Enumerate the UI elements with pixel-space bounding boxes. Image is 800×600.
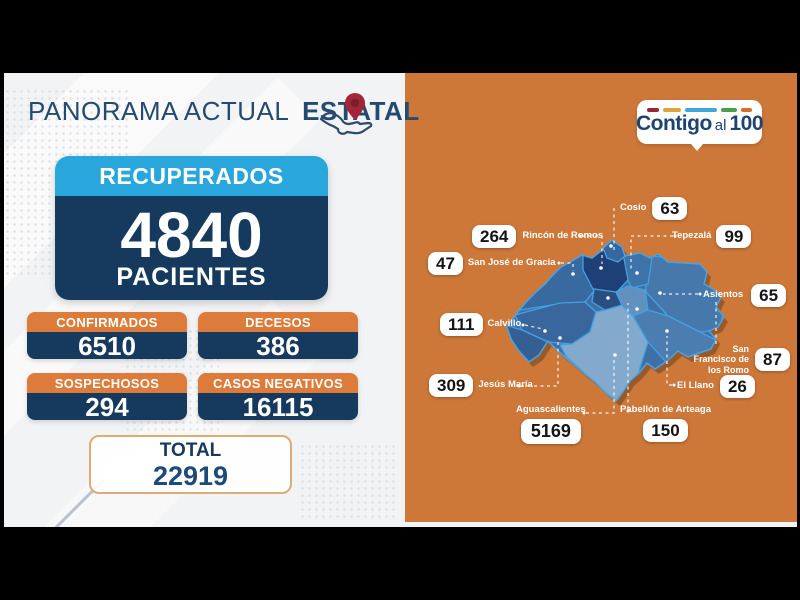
recovered-card-body: 4840 PACIENTES [55, 196, 328, 300]
logo-color-dashes-icon [647, 108, 752, 112]
stat-value: 16115 [198, 393, 358, 420]
stat-card-sospechosos: SOSPECHOSOS 294 [27, 373, 187, 420]
municipality-name: Tepezalá [672, 230, 712, 242]
municipality-name: Aguascalientes [516, 404, 586, 415]
recovered-card-header: RECUPERADOS [55, 156, 328, 196]
page-title: PANORAMA ACTUAL ESTATAL [28, 96, 420, 127]
stat-value: 294 [27, 393, 187, 420]
municipality-value-badge: 87 [755, 348, 790, 372]
municipality-value-badge: 150 [643, 418, 688, 442]
municipality-name: Calvillo [487, 318, 522, 330]
municipality-value-badge: 26 [719, 375, 755, 398]
stat-card-casos-negativos: CASOS NEGATIVOS 16115 [198, 373, 358, 420]
stat-label: CONFIRMADOS [27, 312, 187, 332]
total-label: TOTAL [159, 439, 222, 461]
logo-mid: al [714, 117, 727, 134]
map-callout-tepezala: Tepezalá 99 [672, 225, 752, 248]
municipality-value-badge: 65 [751, 284, 787, 307]
map-callout-rincon-de-romos: 264 Rincón de Romos [472, 225, 603, 248]
municipality-value-badge: 111 [440, 313, 483, 336]
map-callout-calvillo: 111 Calvillo [440, 313, 521, 336]
map-callout-pabellon-de-arteaga: Pabellón de Arteaga 150 [620, 404, 711, 442]
logo-word: Contigo [635, 112, 712, 135]
municipality-name: Cosío [620, 202, 647, 214]
logo-num: 100 [729, 112, 764, 135]
municipality-name: El Llano [677, 380, 714, 392]
map-callout-el-llano: El Llano 26 [677, 375, 755, 398]
stat-card-confirmados: CONFIRMADOS 6510 [27, 312, 187, 359]
municipality-name: Rincón de Romos [522, 230, 604, 242]
stat-grid: CONFIRMADOS 6510 DECESOS 386 SOSPECHOSOS… [27, 312, 358, 420]
stat-label: DECESOS [198, 312, 358, 332]
municipality-value-badge: 47 [428, 252, 463, 275]
municipality-name: Pabellón de Arteaga [620, 404, 711, 415]
municipality-name: San Francisco de los Romo [693, 344, 749, 375]
logo-text: Contigo al 100 [635, 112, 764, 136]
stat-label: SOSPECHOSOS [27, 373, 187, 393]
municipality-value-badge: 309 [429, 374, 474, 397]
map-callout-jesus-maria: 309 Jesús María [429, 374, 533, 397]
municipality-value-badge: 264 [472, 225, 517, 248]
halftone-dots [299, 443, 399, 518]
contigo-al-100-logo: Contigo al 100 [635, 100, 764, 151]
recovered-unit: PACIENTES [116, 263, 267, 291]
page-title-regular: PANORAMA ACTUAL [28, 96, 289, 126]
municipality-name: San José de Gracia [467, 257, 556, 269]
mexico-outline-icon [319, 112, 373, 135]
stat-card-decesos: DECESOS 386 [198, 312, 358, 359]
municipality-value-badge: 63 [652, 197, 688, 220]
map-callout-asientos: Asientos 65 [703, 284, 787, 307]
mexico-hand-pin-icon [319, 93, 373, 135]
stat-label: CASOS NEGATIVOS [198, 373, 358, 393]
municipality-name: Asientos [703, 289, 744, 301]
municipality-value-badge: 99 [716, 225, 752, 248]
municipality-value-badge: 5169 [520, 418, 581, 444]
map-callout-san-francisco-de-los-romo: San Francisco de los Romo 87 [691, 344, 790, 375]
stat-value: 386 [198, 332, 358, 359]
municipality-name: Jesús María [478, 379, 533, 391]
recovered-value: 4840 [120, 199, 263, 271]
total-value: 22919 [152, 460, 229, 491]
stat-value: 6510 [27, 332, 187, 359]
map-callout-aguascalientes: Aguascalientes 5169 [516, 404, 586, 444]
recovered-card: RECUPERADOS 4840 PACIENTES [55, 156, 328, 300]
map-callout-cosio: Cosío 63 [620, 197, 688, 220]
total-card: TOTAL 22919 [89, 435, 292, 494]
map-callout-san-jose-de-gracia: 47 San José de Gracia [428, 252, 556, 275]
